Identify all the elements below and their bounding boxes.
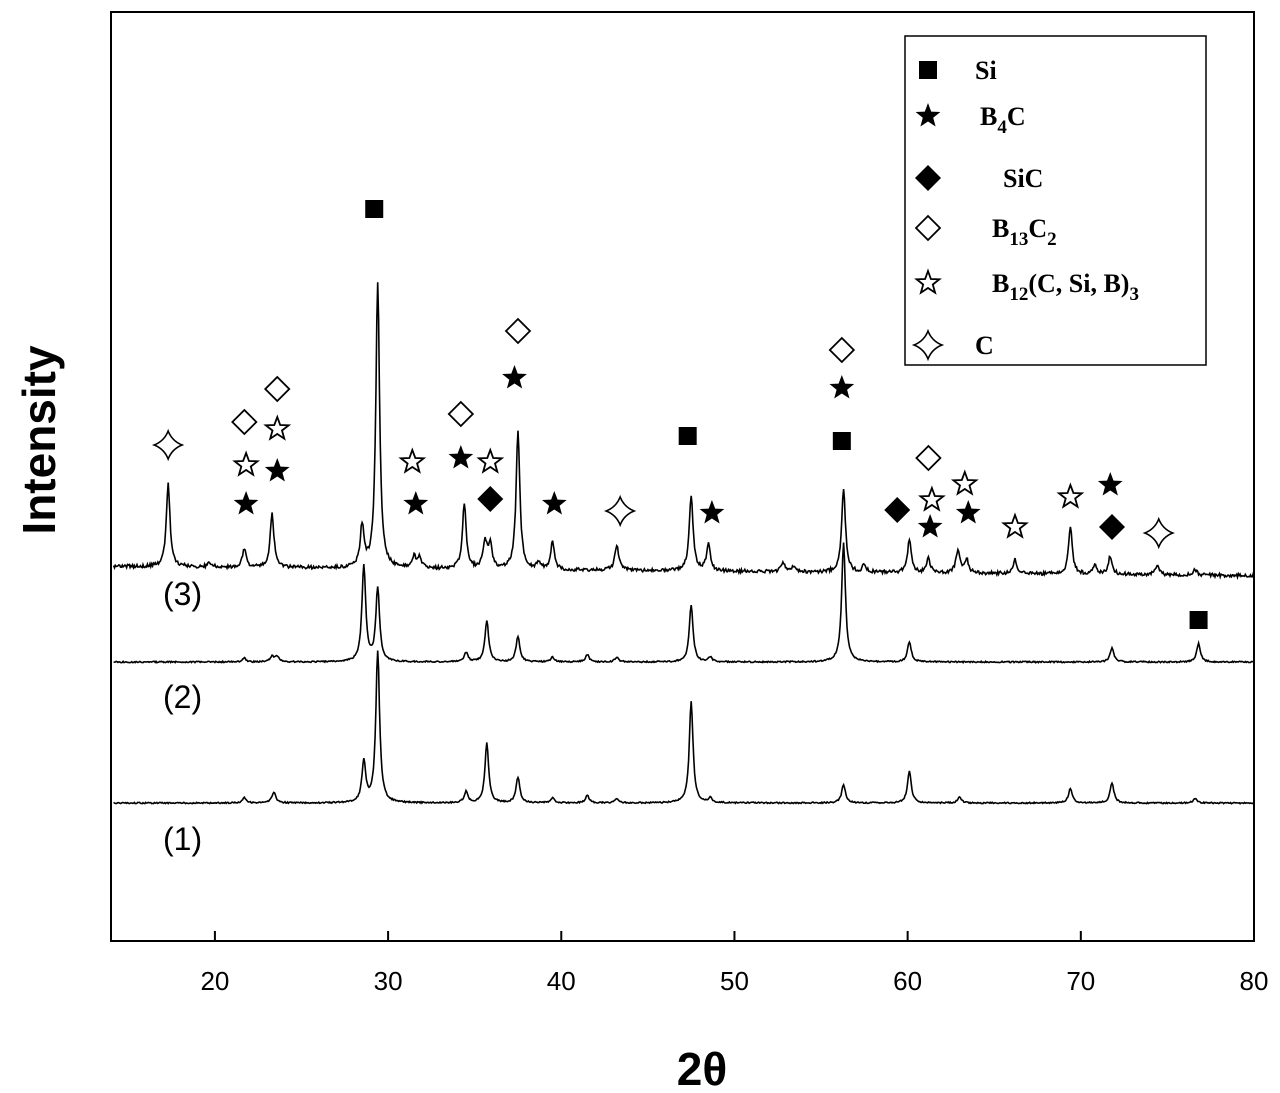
legend-label: B4C — [980, 102, 1026, 138]
legend-symbol — [914, 214, 942, 242]
legend-box — [904, 35, 1207, 366]
phase-marker-b12csib3 — [476, 447, 505, 474]
legend-symbol — [915, 103, 941, 127]
phase-marker-sic — [477, 486, 504, 512]
series-line-2 — [113, 542, 1255, 664]
legend-label: SiC — [1003, 164, 1043, 193]
phase-marker-c — [1142, 516, 1175, 550]
phase-marker-b4c — [955, 500, 981, 524]
x-axis-title: 2θ — [677, 1043, 727, 1093]
legend-symbol — [911, 328, 945, 362]
x-tick-label: 50 — [720, 966, 749, 996]
series-labels: (1) (2) (3) — [163, 576, 202, 857]
phase-marker-b13c2 — [263, 375, 291, 403]
phase-marker-b4c — [829, 375, 855, 399]
y-axis-title: Intensity — [13, 345, 65, 535]
x-tick-label: 30 — [374, 966, 403, 996]
phase-marker-b13c2 — [828, 336, 856, 364]
phase-marker-c — [603, 494, 637, 528]
phase-marker-b4c — [699, 500, 725, 524]
phase-marker-b12csib3 — [232, 450, 261, 477]
phase-marker-b4c — [542, 491, 567, 515]
phase-marker-si — [832, 432, 851, 450]
x-tick-label: 60 — [893, 966, 922, 996]
legend-label: Si — [975, 56, 997, 85]
series-line-3 — [112, 282, 1255, 581]
series-label: (1) — [163, 821, 202, 857]
x-tick-label: 80 — [1240, 966, 1269, 996]
series-curves — [112, 282, 1255, 805]
series-line-1 — [113, 650, 1255, 805]
plot-frame — [110, 11, 1255, 942]
legend-label: B12(C, Si, B)3 — [992, 269, 1139, 305]
phase-marker-sic — [1098, 514, 1125, 540]
phase-marker-si — [365, 200, 384, 218]
phase-marker-sic — [884, 497, 911, 523]
phase-markers — [151, 200, 1208, 629]
x-axis-ticks: 20 30 40 50 60 70 80 — [200, 931, 1268, 996]
phase-marker-b12csib3 — [1056, 482, 1085, 509]
series-label: (2) — [163, 679, 202, 715]
phase-marker-b4c — [448, 445, 474, 469]
phase-marker-b4c — [917, 514, 943, 538]
phase-marker-b12csib3 — [918, 485, 946, 512]
phase-marker-b12csib3 — [398, 447, 427, 474]
phase-marker-c — [151, 428, 185, 462]
legend-label: C — [975, 331, 994, 360]
phase-marker-b13c2 — [447, 400, 475, 428]
legend-symbol — [914, 268, 942, 295]
x-tick-label: 40 — [547, 966, 576, 996]
legend-symbol — [915, 165, 941, 191]
phase-marker-si — [1189, 611, 1208, 629]
phase-marker-b4c — [264, 458, 290, 482]
phase-marker-b12csib3 — [950, 469, 979, 496]
x-tick-label: 20 — [200, 966, 229, 996]
legend-label: B13C2 — [992, 214, 1057, 250]
phase-marker-b13c2 — [915, 444, 942, 472]
legend: Si B4C SiC B13C2 B12(C, Si, B)3 C — [904, 35, 1207, 366]
legend-symbol — [919, 61, 937, 79]
phase-marker-b4c — [1097, 472, 1123, 496]
x-tick-label: 70 — [1066, 966, 1095, 996]
phase-marker-b4c — [233, 491, 259, 515]
phase-marker-b13c2 — [504, 317, 532, 345]
phase-marker-b12csib3 — [1001, 512, 1029, 539]
phase-marker-si — [678, 427, 697, 445]
phase-marker-b13c2 — [231, 408, 258, 436]
phase-marker-b12csib3 — [263, 414, 292, 441]
phase-marker-b4c — [403, 491, 429, 515]
phase-marker-b4c — [502, 365, 527, 389]
series-label: (3) — [163, 576, 202, 612]
